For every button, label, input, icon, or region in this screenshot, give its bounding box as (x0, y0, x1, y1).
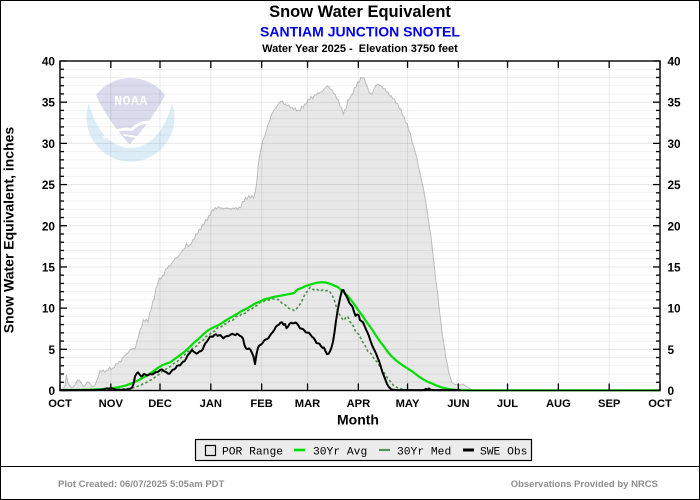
svg-text:30Yr Med: 30Yr Med (397, 447, 451, 459)
svg-text:SANTIAM JUNCTION SNOTEL: SANTIAM JUNCTION SNOTEL (260, 24, 460, 40)
svg-text:30: 30 (42, 137, 56, 151)
svg-text:JAN: JAN (200, 398, 222, 410)
svg-text:5: 5 (668, 343, 675, 357)
svg-text:POR Range: POR Range (222, 447, 283, 459)
svg-text:DEC: DEC (148, 398, 172, 410)
svg-text:SWE Obs: SWE Obs (480, 447, 527, 459)
svg-text:APR: APR (347, 398, 371, 410)
svg-text:30Yr Avg: 30Yr Avg (313, 447, 367, 459)
svg-text:15: 15 (668, 260, 682, 274)
svg-text:JUN: JUN (447, 398, 469, 410)
svg-text:Snow Water Equivalent, inches: Snow Water Equivalent, inches (1, 127, 17, 334)
svg-text:35: 35 (668, 96, 682, 110)
svg-text:40: 40 (42, 55, 56, 69)
svg-text:20: 20 (42, 219, 56, 233)
svg-text:25: 25 (668, 178, 682, 192)
svg-text:JUL: JUL (497, 398, 518, 410)
svg-text:NOAA: NOAA (114, 94, 148, 109)
svg-text:MAY: MAY (396, 398, 420, 410)
svg-text:Water Year 2025 - Elevation 3: Water Year 2025 - Elevation 3750 feet (262, 43, 458, 55)
svg-text:OCT: OCT (48, 398, 72, 410)
svg-text:0: 0 (48, 384, 55, 398)
svg-text:5: 5 (48, 343, 55, 357)
svg-text:Month: Month (337, 412, 379, 428)
svg-text:30: 30 (668, 137, 682, 151)
svg-text:40: 40 (668, 55, 682, 69)
svg-text:OCT: OCT (648, 398, 672, 410)
svg-text:0: 0 (668, 384, 675, 398)
svg-text:20: 20 (668, 219, 682, 233)
svg-text:15: 15 (42, 260, 56, 274)
svg-text:SEP: SEP (598, 398, 621, 410)
svg-text:Plot Created: 06/07/2025 5:05a: Plot Created: 06/07/2025 5:05am PDT (58, 479, 225, 490)
svg-text:FEB: FEB (250, 398, 272, 410)
svg-text:10: 10 (668, 302, 682, 316)
svg-text:Observations Provided by NRCS: Observations Provided by NRCS (511, 479, 658, 490)
svg-text:10: 10 (42, 302, 56, 316)
svg-text:25: 25 (42, 178, 56, 192)
svg-text:35: 35 (42, 96, 56, 110)
svg-text:MAR: MAR (295, 398, 320, 410)
svg-text:NOV: NOV (99, 398, 124, 410)
svg-text:AUG: AUG (546, 398, 571, 410)
svg-text:Snow Water Equivalent: Snow Water Equivalent (269, 3, 451, 21)
